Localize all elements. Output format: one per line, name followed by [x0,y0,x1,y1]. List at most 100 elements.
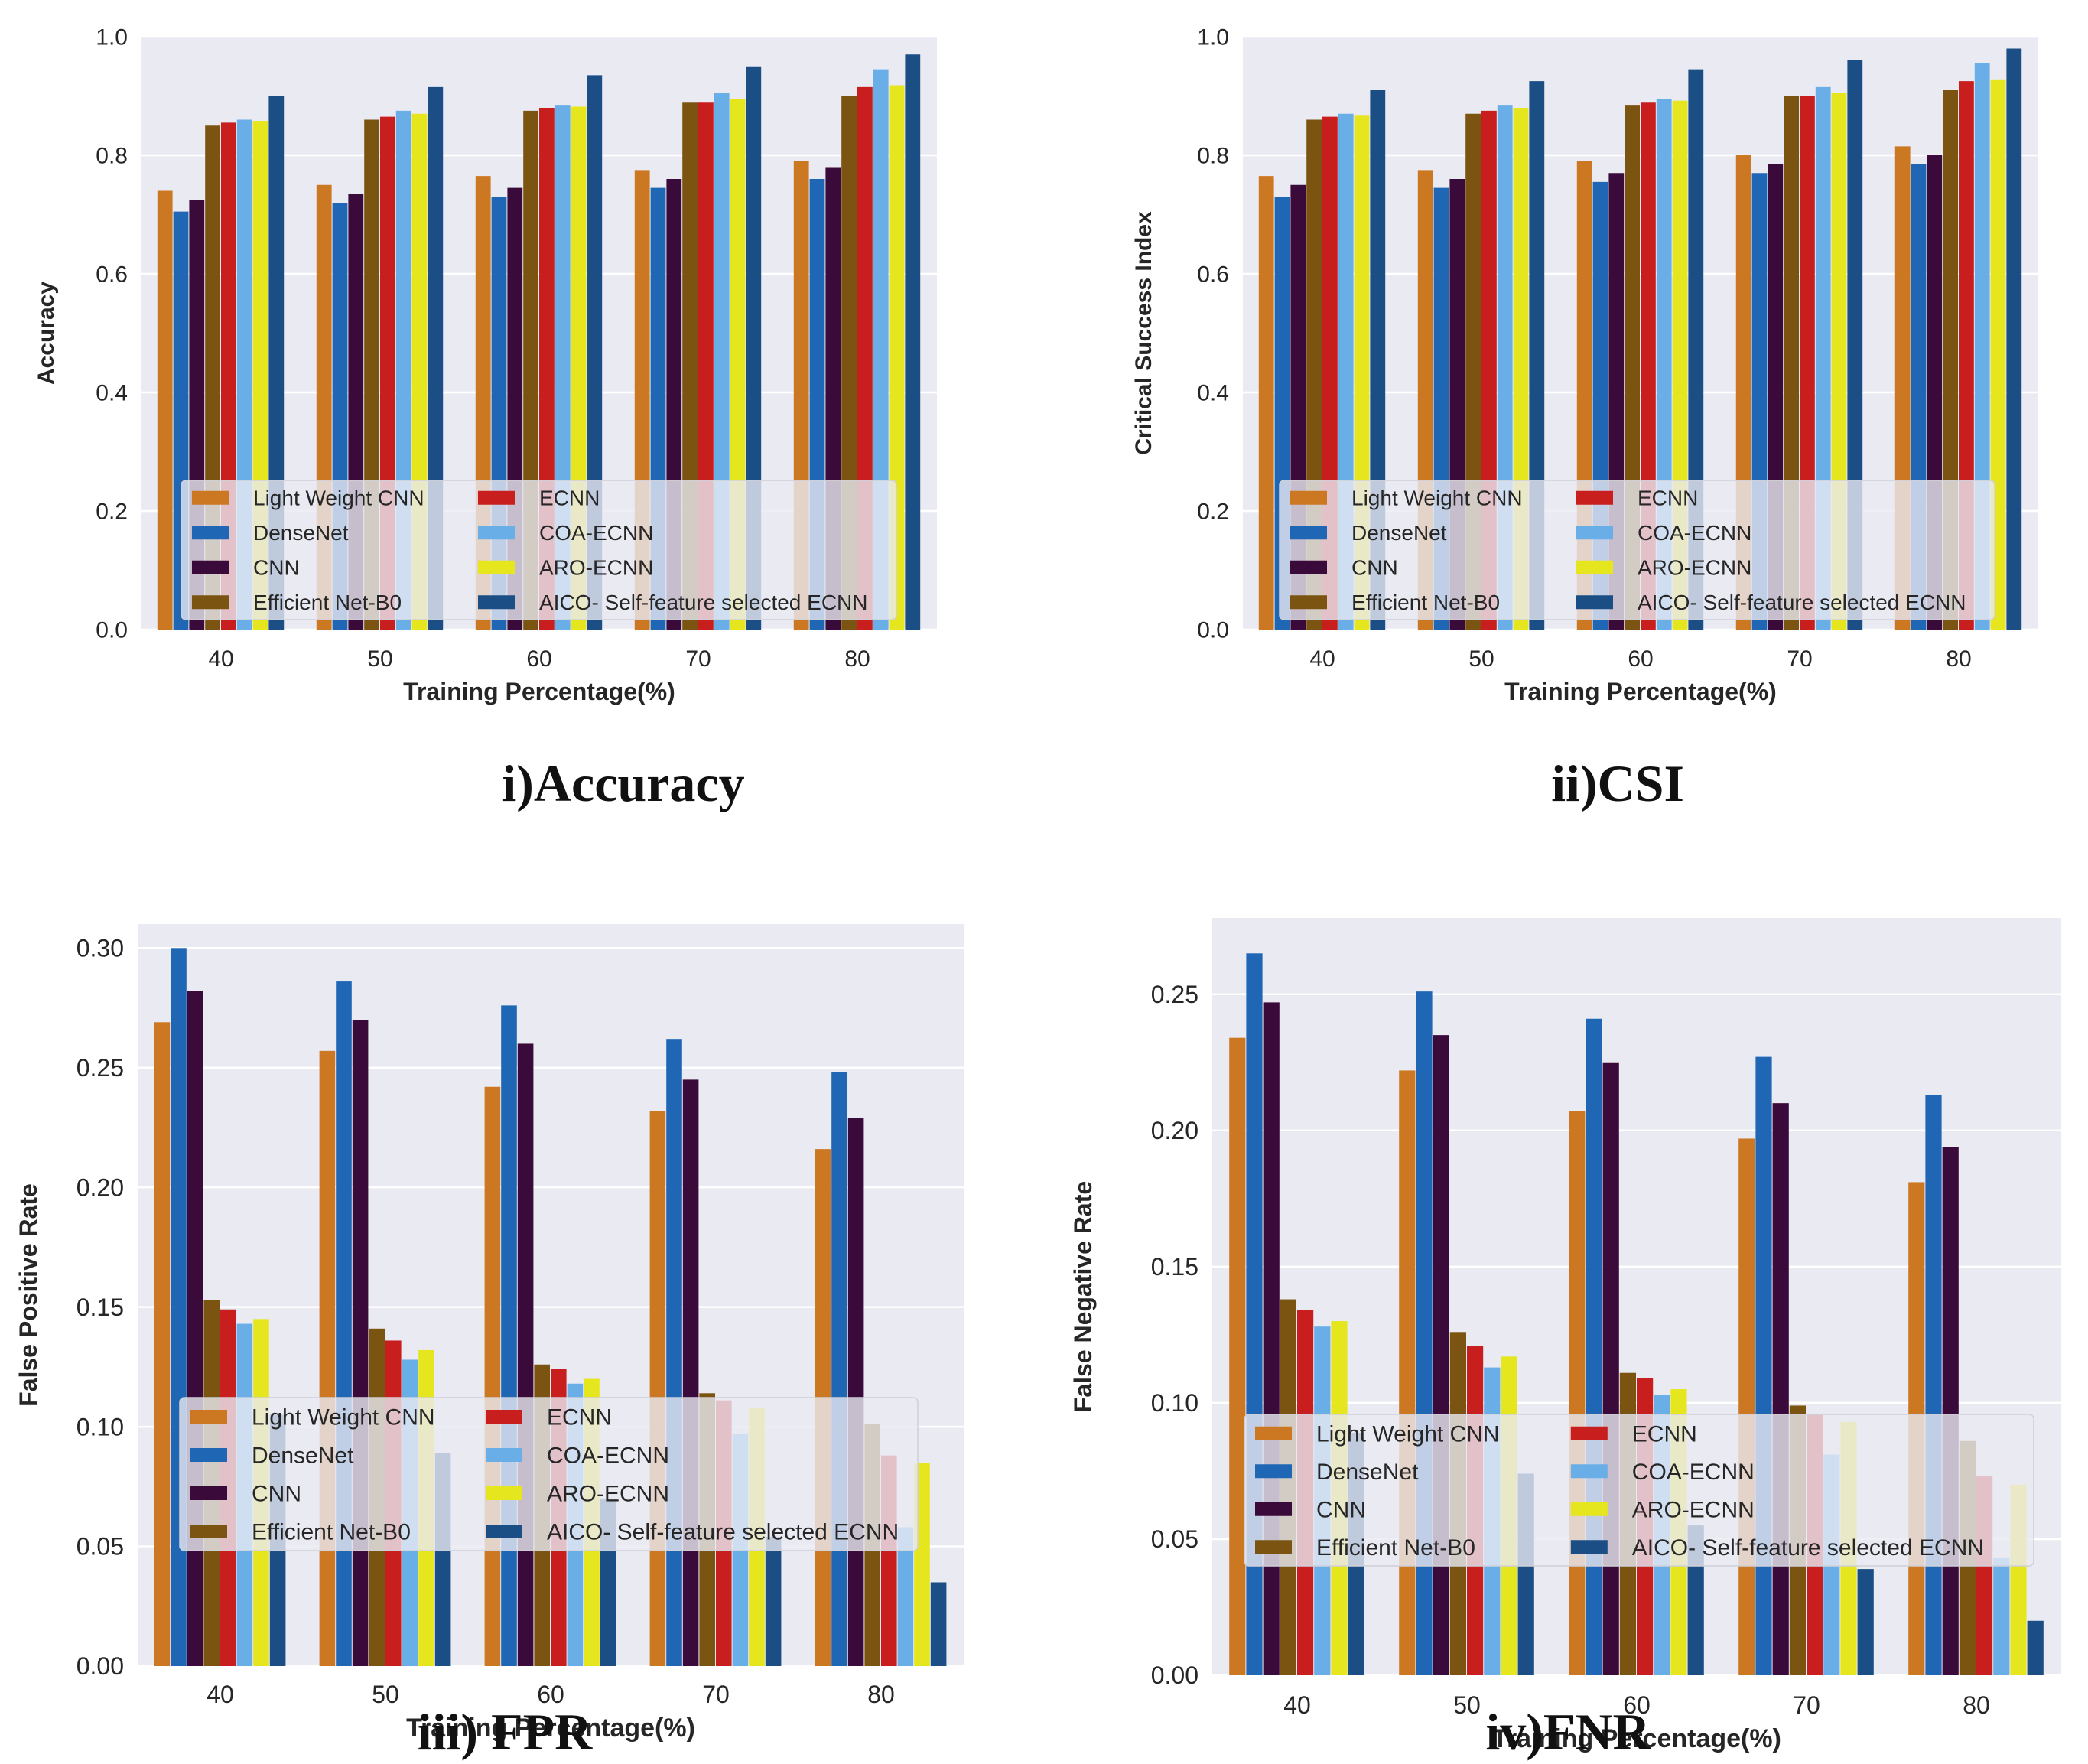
legend-swatch [478,490,515,505]
legend: Light Weight CNN DenseNet CNN Efficient Net… [179,1397,919,1551]
bar [1263,1002,1280,1675]
bar [352,1020,369,1666]
legend-label: COA-ECNN [1632,1460,1755,1485]
x-tick-label: 70 [685,646,711,672]
bar [1857,1569,1874,1675]
legend-swatch [1290,526,1327,540]
y-tick-label: 0.6 [1197,262,1229,288]
y-tick-label: 0.8 [96,144,128,169]
legend-swatch [1576,490,1613,505]
legend-label: AICO- Self-feature selected ECNN [547,1520,899,1545]
y-tick-label: 1.0 [1197,25,1229,50]
bar [905,54,921,630]
y-tick-label: 0.0 [96,618,128,643]
accuracy-chart: 0.0 0.2 0.4 0.6 0.8 1.0 40 50 60 70 80 Training Per… [34,25,937,705]
x-tick-label: 70 [702,1681,730,1708]
bar [897,1527,914,1666]
x-axis-label: Training Percentage(%) [1492,1724,1781,1753]
legend-label: DenseNet [252,1443,354,1469]
bar [1258,176,1274,630]
x-tick-label: 50 [1453,1691,1481,1719]
x-tick-label: 50 [372,1681,399,1708]
legend-swatch [486,1486,522,1500]
bar [336,981,352,1666]
legend-label: ARO-ECNN [1632,1497,1755,1522]
legend-box [1279,480,1995,620]
legend-swatch [486,1525,522,1538]
bar [682,1079,699,1666]
legend-label: ARO-ECNN [539,556,653,580]
legend-label: CNN [1316,1497,1366,1522]
bar [1925,1095,1942,1675]
x-tick-label: 50 [1468,646,1494,672]
x-tick-label: 80 [844,646,870,672]
legend: Light Weight CNN DenseNet CNN Efficient Net… [181,480,897,620]
y-axis-label: False Positive Rate [15,1183,42,1407]
bar [1942,1147,1959,1675]
x-tick-label: 40 [1283,1691,1311,1719]
legend-label: Efficient Net-B0 [1316,1535,1475,1561]
bar [501,1005,517,1666]
legend-label: Light Weight CNN [1316,1421,1500,1447]
bar [765,1537,782,1666]
y-tick-label: 0.4 [1197,381,1229,406]
legend-swatch [1290,560,1327,574]
legend-label: DenseNet [1316,1460,1419,1485]
bar [1569,1111,1586,1675]
legend-label: DenseNet [253,521,349,545]
bar [1433,1035,1449,1675]
legend-swatch [192,560,229,574]
legend-swatch [1570,1540,1608,1554]
legend-label: AICO- Self-feature selected ECNN [1632,1535,1984,1561]
legend-label: ECNN [547,1405,612,1430]
x-tick-label: 50 [367,646,392,672]
legend-label: CNN [252,1482,301,1507]
y-tick-label: 1.0 [96,25,128,50]
legend: Light Weight CNN DenseNet CNN Efficient Net… [1244,1414,2034,1567]
legend-label: ECNN [539,487,600,510]
legend-label: ECNN [1638,487,1698,510]
bar [319,1050,336,1666]
legend-swatch [190,1410,227,1424]
bar [649,1111,666,1666]
legend: Light Weight CNN DenseNet CNN Efficient Net… [1279,480,1995,620]
legend-label: DenseNet [1351,521,1447,545]
legend-swatch [190,1525,227,1538]
legend-box [179,1397,919,1551]
x-tick-label: 80 [1963,1691,1990,1719]
y-tick-label: 0.15 [76,1294,124,1321]
x-tick-label: 70 [1793,1691,1820,1719]
y-tick-label: 0.10 [1151,1389,1198,1417]
y-tick-label: 0.05 [76,1533,124,1561]
legend-label: Light Weight CNN [1351,487,1523,510]
y-tick-label: 0.6 [96,262,128,288]
bar [157,190,173,630]
legend-label: Light Weight CNN [252,1405,435,1430]
legend-label: Efficient Net-B0 [253,591,402,614]
legend-box [1244,1414,2034,1567]
legend-label: ARO-ECNN [547,1482,669,1507]
legend-swatch [486,1410,522,1424]
bar [847,1118,864,1666]
legend-label: Light Weight CNN [253,487,424,510]
bar [2006,48,2022,630]
bar [1399,1070,1416,1675]
y-tick-label: 0.00 [76,1652,124,1680]
bar [930,1582,947,1666]
bar [1229,1037,1246,1675]
legend-label: ARO-ECNN [1638,556,1751,580]
caption-accuracy: i)Accuracy [502,754,745,812]
fpr-chart: 0.00 0.05 0.10 0.15 0.20 0.25 0.30 40 50 60 70 80 Tr… [15,924,964,1743]
bar [171,948,187,1666]
legend-swatch [1255,1502,1292,1516]
legend-label: ECNN [1632,1421,1697,1447]
y-axis-label: Accuracy [34,282,59,385]
legend-swatch [190,1448,227,1462]
y-tick-label: 0.25 [76,1054,124,1082]
bar [1755,1056,1772,1675]
legend-label: COA-ECNN [539,521,653,545]
caption-fpr: iii) FPR [417,1703,593,1761]
legend-swatch [1576,526,1613,540]
x-tick-label: 60 [1628,646,1653,672]
legend-swatch [192,595,229,610]
